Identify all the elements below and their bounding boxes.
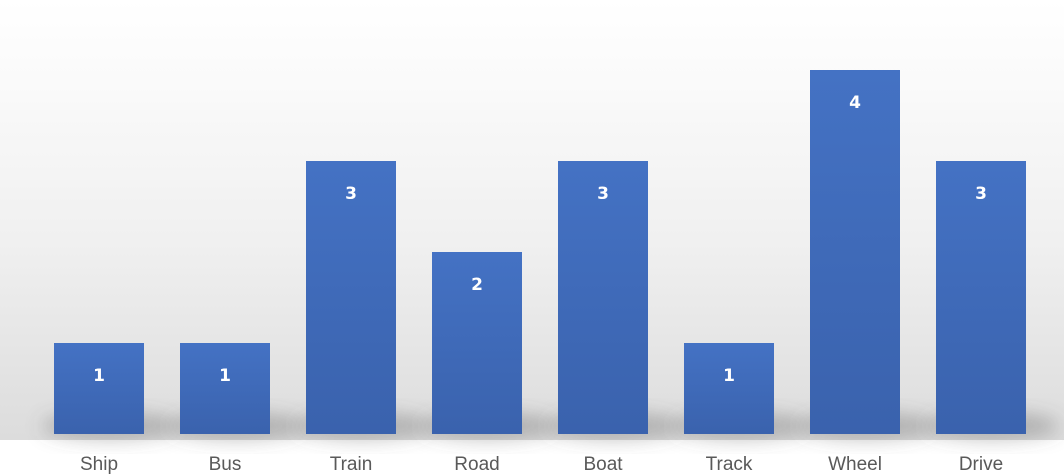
category-label-road: Road: [454, 454, 499, 474]
data-label-bus: 1: [219, 366, 231, 386]
bar-ship: [54, 343, 144, 434]
bar-drive: [936, 161, 1026, 434]
bar-wheel: [810, 70, 900, 434]
category-labels: Ship Bus Train Road Boat Track Wheel Drive: [80, 454, 1003, 474]
category-label-train: Train: [330, 454, 373, 474]
data-label-wheel: 4: [849, 93, 861, 113]
category-label-wheel: Wheel: [828, 454, 882, 474]
bar-road: [432, 252, 522, 434]
data-label-train: 3: [345, 184, 357, 204]
bar-boat: [558, 161, 648, 434]
data-labels: 1 1 3 2 3 1 4 3: [93, 93, 987, 386]
bar-track: [684, 343, 774, 434]
bar-bus: [180, 343, 270, 434]
bar-train: [306, 161, 396, 434]
data-label-boat: 3: [597, 184, 609, 204]
category-label-track: Track: [706, 454, 753, 474]
category-label-drive: Drive: [959, 454, 1003, 474]
data-label-ship: 1: [93, 366, 105, 386]
category-label-boat: Boat: [583, 454, 623, 474]
category-label-bus: Bus: [209, 454, 242, 474]
data-label-drive: 3: [975, 184, 987, 204]
data-label-road: 2: [471, 275, 483, 295]
chart-background: [0, 0, 1064, 440]
bars: [54, 70, 1026, 434]
category-label-ship: Ship: [80, 454, 118, 474]
data-label-track: 1: [723, 366, 735, 386]
label-strip: [0, 440, 1064, 474]
